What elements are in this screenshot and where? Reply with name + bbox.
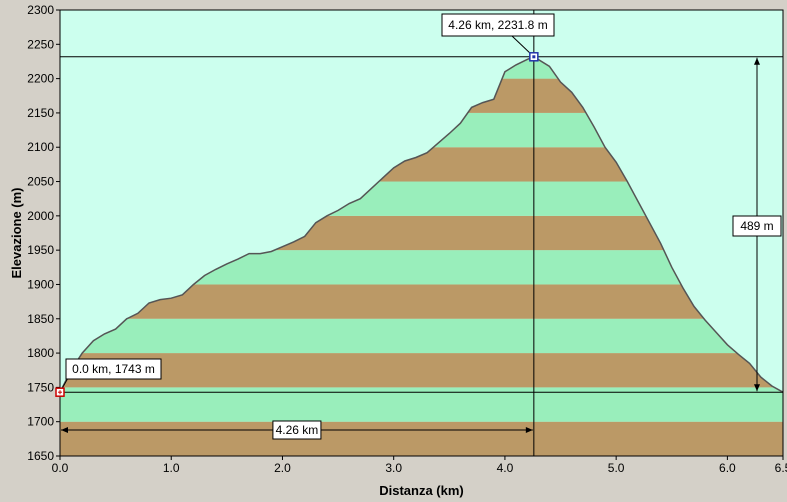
y-tick-label: 1800 xyxy=(27,346,54,360)
distance-label: 4.26 km xyxy=(276,423,319,437)
distance-arrow-head-right xyxy=(525,427,533,433)
elevation-band xyxy=(60,353,783,388)
x-tick-label: 4.0 xyxy=(497,461,514,475)
peak-callout: 4.26 km, 2231.8 m xyxy=(448,18,547,32)
elevation-gain-arrow-head-bottom xyxy=(754,384,760,392)
x-tick-label: 2.0 xyxy=(274,461,291,475)
y-tick-label: 1700 xyxy=(27,415,54,429)
y-tick-label: 1900 xyxy=(27,277,54,291)
y-tick-label: 1750 xyxy=(27,380,54,394)
elevation-gain-arrow-head-top xyxy=(754,57,760,65)
distance-arrow-head-left xyxy=(61,427,68,433)
x-axis-label: Distanza (km) xyxy=(379,483,464,498)
y-axis-label: Elevazione (m) xyxy=(9,187,24,278)
y-tick-label: 2250 xyxy=(27,37,54,51)
x-tick-label: 6.5 xyxy=(775,461,787,475)
elevation-gain-label-box xyxy=(732,215,782,237)
x-tick-label: 0.0 xyxy=(52,461,69,475)
peak-callout-box xyxy=(441,13,555,37)
elevation-band xyxy=(60,318,783,354)
x-tick-label: 5.0 xyxy=(608,461,625,475)
plot-frame xyxy=(59,9,784,457)
elevation-band xyxy=(60,421,783,456)
y-tick-label: 2200 xyxy=(27,72,54,86)
peak-marker-dot xyxy=(532,55,536,59)
y-tick-label: 2050 xyxy=(27,175,54,189)
y-tick-label: 1950 xyxy=(27,243,54,257)
start-callout-box xyxy=(65,358,162,380)
elevation-gain-label: 489 m xyxy=(740,219,773,233)
y-tick-label: 2000 xyxy=(27,209,54,223)
y-tick-label: 2150 xyxy=(27,106,54,120)
y-tick-label: 2100 xyxy=(27,140,54,154)
x-tick-label: 6.0 xyxy=(719,461,736,475)
distance-label-box xyxy=(272,420,322,440)
y-tick-label: 1650 xyxy=(27,449,54,463)
x-tick-label: 1.0 xyxy=(163,461,180,475)
y-tick-label: 1850 xyxy=(27,312,54,326)
elevation-band xyxy=(60,387,783,422)
start-callout: 0.0 km, 1743 m xyxy=(72,362,155,376)
x-tick-label: 3.0 xyxy=(385,461,402,475)
y-tick-label: 2300 xyxy=(27,3,54,17)
profile-line xyxy=(59,55,784,393)
